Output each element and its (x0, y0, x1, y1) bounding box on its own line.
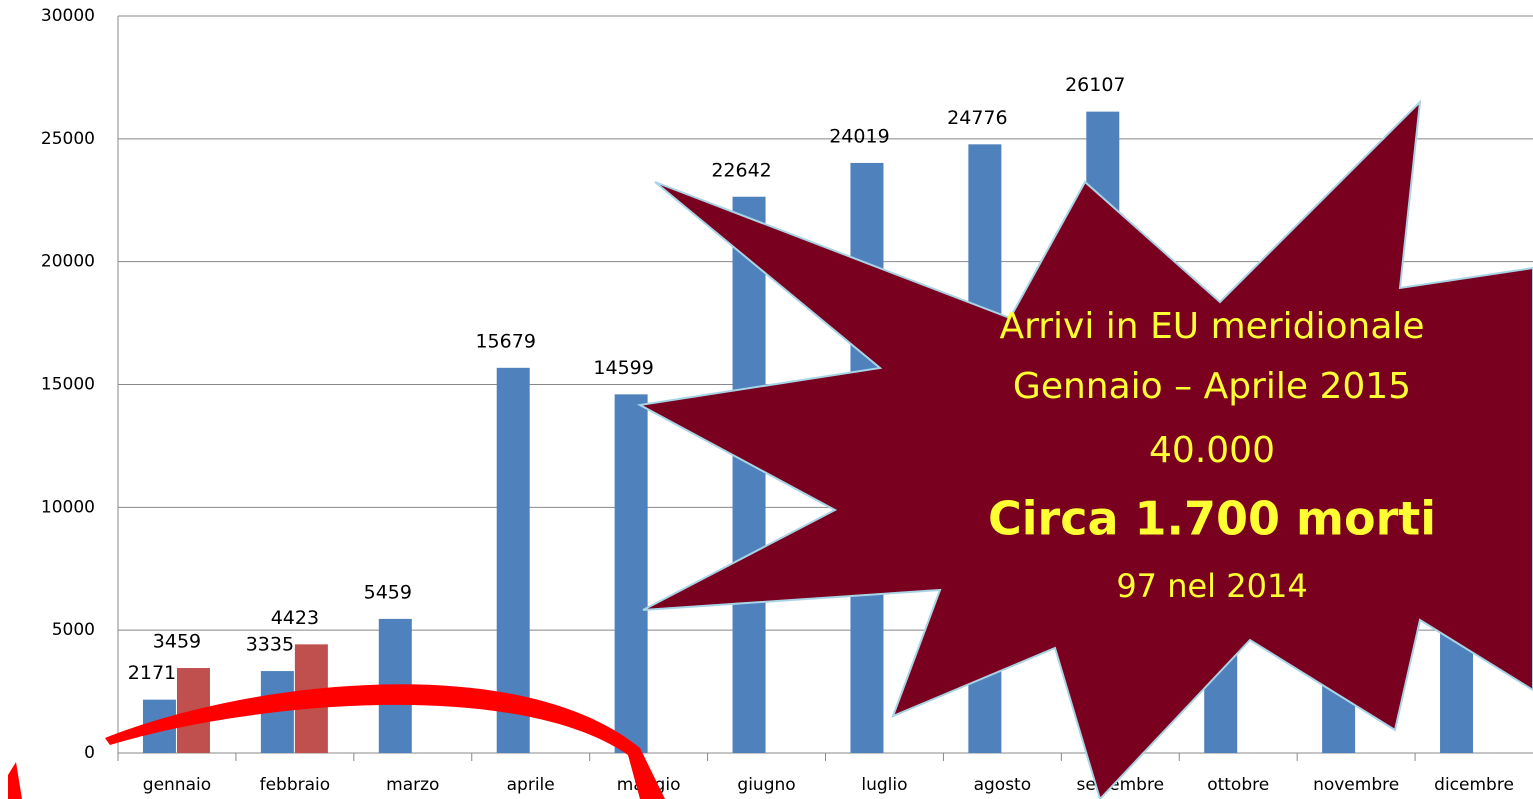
data-label: 24019 (829, 125, 889, 147)
y-tick-label: 10000 (41, 497, 95, 517)
x-tick-label: ottobre (1207, 775, 1269, 795)
y-tick-label: 5000 (52, 620, 95, 640)
x-tick-label: marzo (386, 775, 439, 795)
x-tick-label: agosto (974, 775, 1032, 795)
bar (732, 196, 766, 753)
y-tick-label: 25000 (41, 129, 95, 149)
data-label: 26107 (1065, 74, 1125, 96)
x-tick-label: giugno (737, 775, 795, 795)
y-tick-label: 30000 (41, 6, 95, 26)
data-label: 5459 (364, 581, 412, 603)
x-tick-label: dicembre (1434, 775, 1514, 795)
arrow (105, 684, 665, 799)
bar (614, 394, 648, 753)
annotation: 40.000 (1149, 430, 1275, 471)
x-tick-label: febbraio (260, 775, 331, 795)
bar (496, 367, 530, 753)
data-label: 14599 (593, 357, 653, 379)
annotation: Circa 1.700 morti (988, 492, 1436, 546)
data-label: 22642 (711, 159, 771, 181)
annotation: Gennaio – Aprile 2015 (1013, 366, 1411, 407)
annotation: Arrivi in EU meridionale (999, 306, 1424, 347)
data-label: 4423 (271, 607, 319, 629)
x-tick-label: novembre (1313, 775, 1399, 795)
y-tick-label: 20000 (41, 252, 95, 272)
data-label: 3335 (246, 634, 294, 656)
y-tick-label: 15000 (41, 375, 95, 395)
annotation: 97 nel 2014 (1116, 567, 1307, 605)
data-label: 3459 (153, 631, 201, 653)
data-label: 2171 (128, 662, 176, 684)
data-label: 15679 (475, 330, 535, 352)
x-tick-label: gennaio (143, 775, 211, 795)
arrow-tip (8, 762, 22, 799)
starburst (636, 99, 1533, 799)
data-label: 24776 (947, 107, 1007, 129)
x-tick-label: aprile (507, 775, 555, 795)
y-tick-label: 0 (84, 743, 95, 763)
x-tick-label: luglio (861, 775, 907, 795)
